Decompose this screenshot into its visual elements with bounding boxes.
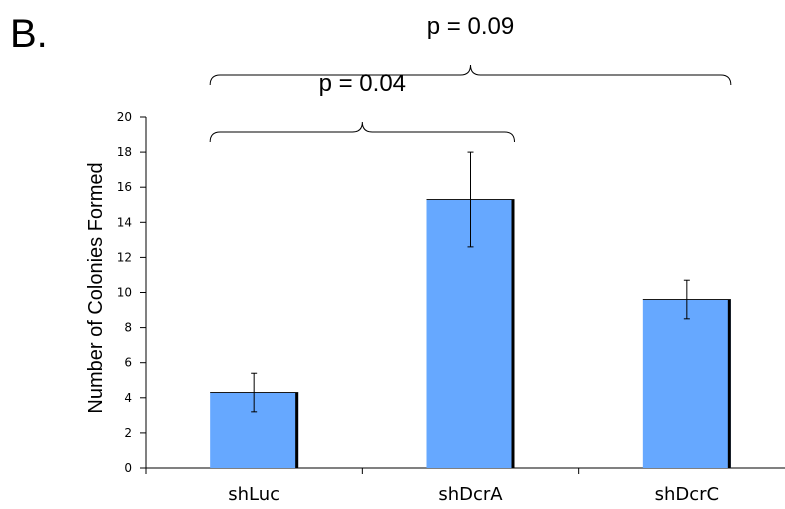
bar-shadow bbox=[295, 392, 299, 468]
bar bbox=[642, 299, 731, 468]
bar-shadow bbox=[727, 299, 731, 468]
y-tick-label: 12 bbox=[117, 250, 132, 264]
y-tick-label: 8 bbox=[124, 321, 132, 335]
y-tick-label: 4 bbox=[124, 391, 132, 405]
y-tick-label: 6 bbox=[124, 356, 132, 370]
panel-label: B. bbox=[10, 12, 48, 56]
y-tick-label: 10 bbox=[117, 286, 132, 300]
significance-annotations: p = 0.04 p = 0.09 bbox=[209, 13, 732, 143]
x-category-label: shLuc bbox=[228, 484, 280, 505]
x-category-label: shDcrC bbox=[655, 484, 720, 505]
y-tick-label: 14 bbox=[117, 215, 132, 229]
y-tick-label: 0 bbox=[124, 461, 132, 475]
x-category-label: shDcrA bbox=[438, 484, 503, 505]
y-tick-label: 2 bbox=[124, 426, 132, 440]
error-bars bbox=[251, 151, 690, 413]
significance-brace bbox=[209, 64, 732, 86]
y-axis-title: Number of Colonies Formed bbox=[85, 162, 107, 413]
p-value-label: p = 0.09 bbox=[427, 13, 514, 40]
significance-brace bbox=[209, 121, 515, 143]
y-axis: 0 2 4 6 8 10 12 14 16 18 20 bbox=[117, 110, 147, 475]
bar-shadow bbox=[511, 199, 515, 469]
y-tick-label: 20 bbox=[117, 110, 132, 124]
y-tick-label: 18 bbox=[117, 145, 132, 159]
x-axis: shLuc shDcrA shDcrC bbox=[145, 467, 785, 505]
p-value-label: p = 0.04 bbox=[319, 70, 406, 97]
y-tick-label: 16 bbox=[117, 180, 132, 194]
